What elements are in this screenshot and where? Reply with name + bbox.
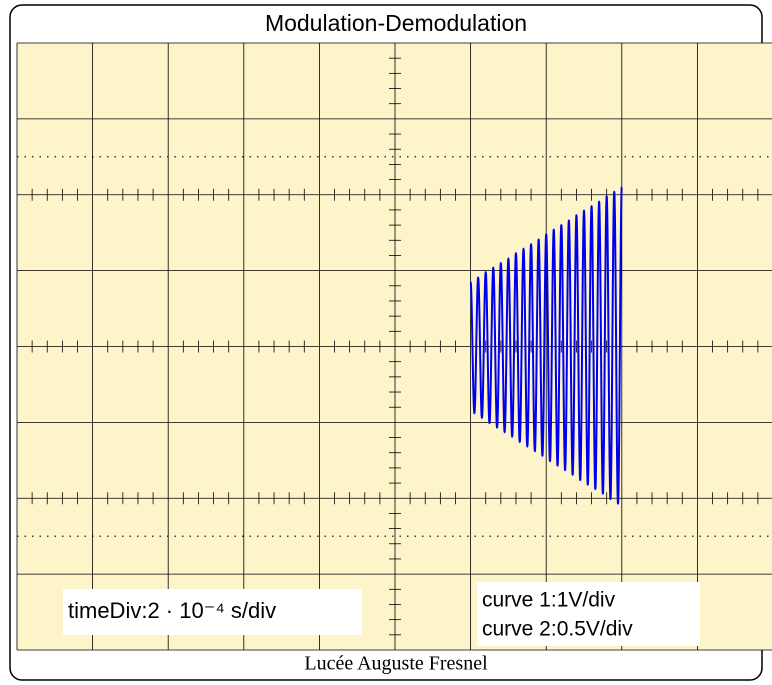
curve2-label: curve 2:0.5V/div <box>482 618 633 641</box>
signal <box>469 186 623 505</box>
curve-box <box>477 582 700 646</box>
screen <box>16 42 772 651</box>
time-div: timeDiv:2 · 10⁻⁴ s/div <box>68 598 276 623</box>
time-box <box>63 589 362 635</box>
footer: Lucée Auguste Fresnel <box>304 653 488 675</box>
curve1-label: curve 1:1V/div <box>482 589 616 612</box>
chart-title: Modulation-Demodulation <box>265 10 527 36</box>
